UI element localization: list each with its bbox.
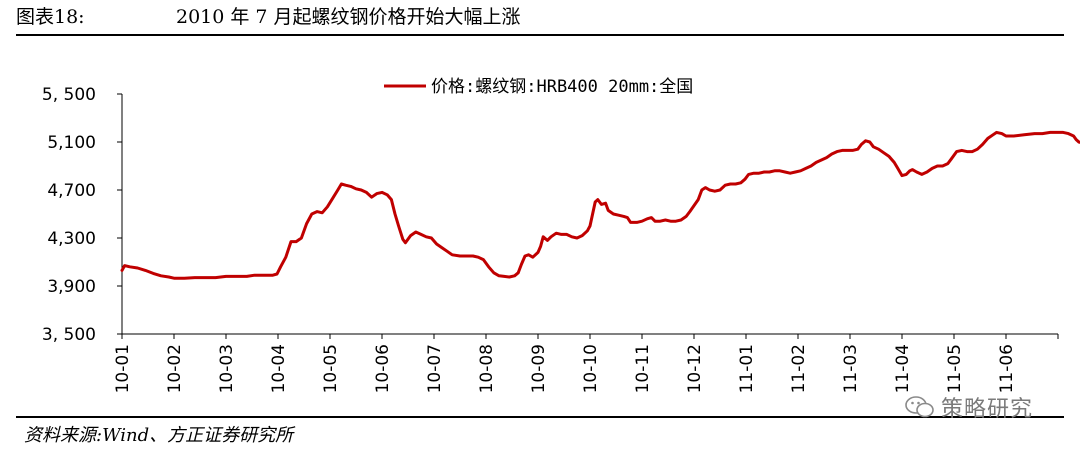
x-tick-label: 10-12 [685, 344, 705, 393]
x-tick-label: 11-06 [997, 344, 1017, 393]
figure-label: 图表18: [16, 6, 85, 28]
x-tick-label: 10-05 [321, 344, 341, 393]
y-tick-label: 5, 500 [42, 85, 96, 105]
legend-label: 价格:螺纹钢:HRB400 20mm:全国 [431, 77, 693, 97]
x-tick-label: 11-04 [893, 344, 913, 393]
figure-title: 2010 年 7 月起螺纹钢价格开始大幅上涨 [176, 6, 521, 28]
x-tick-label: 11-02 [789, 344, 809, 393]
top-rule [16, 34, 1064, 36]
x-tick-label: 10-06 [373, 344, 393, 393]
x-tick-label: 11-01 [737, 344, 757, 393]
x-tick-label: 10-02 [165, 344, 185, 393]
y-tick-label: 3,900 [47, 277, 96, 297]
legend: 价格:螺纹钢:HRB400 20mm:全国 [384, 77, 693, 97]
y-tick-label: 4,700 [47, 181, 96, 201]
x-tick-label: 10-03 [217, 344, 237, 393]
y-tick-label: 3, 500 [42, 325, 96, 345]
x-tick-label: 10-11 [633, 344, 653, 393]
x-tick-label: 10-04 [269, 344, 289, 393]
x-tick-label: 10-09 [529, 344, 549, 393]
x-tick-label: 11-03 [841, 344, 861, 393]
y-axis: 3, 500 3,900 4,300 4,700 5,100 5, 500 [42, 85, 123, 345]
figure-title-line: 图表18: 2010 年 7 月起螺纹钢价格开始大幅上涨 [16, 2, 521, 29]
plot-area [120, 130, 1080, 280]
x-tick-label: 10-07 [425, 344, 445, 393]
watermark-text: 策略研究 [941, 397, 1034, 422]
x-tick-label: 10-08 [477, 344, 497, 393]
x-tick-label: 10-01 [113, 344, 133, 393]
y-tick-label: 4,300 [47, 229, 96, 249]
source-note: 资料来源:Wind、方正证券研究所 [24, 425, 294, 446]
x-tick-label: 10-10 [581, 344, 601, 393]
series-line-rebar-price [120, 130, 1080, 280]
y-tick-label: 5,100 [47, 133, 96, 153]
bottom-rule [16, 416, 1064, 418]
watermark: 策略研究 [905, 392, 1055, 422]
x-axis: 10-01 10-02 10-03 10-04 10-05 10-06 10-07 10-08… [113, 333, 1059, 393]
wechat-icon [905, 396, 934, 418]
x-tick-label: 11-05 [945, 344, 965, 393]
